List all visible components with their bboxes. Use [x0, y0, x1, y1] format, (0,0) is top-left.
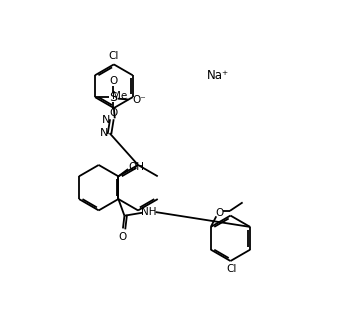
Text: O: O	[216, 208, 224, 218]
Text: S: S	[109, 91, 117, 103]
Text: Cl: Cl	[226, 264, 236, 275]
Text: Cl: Cl	[109, 51, 119, 61]
Text: O⁻: O⁻	[132, 95, 146, 105]
Text: O: O	[109, 76, 117, 86]
Text: Na⁺: Na⁺	[207, 69, 230, 82]
Text: OH: OH	[129, 162, 144, 172]
Text: N: N	[100, 128, 108, 138]
Text: O: O	[109, 108, 117, 118]
Text: N: N	[102, 115, 110, 125]
Text: O: O	[119, 232, 127, 242]
Text: NH: NH	[141, 207, 156, 217]
Text: Me: Me	[112, 91, 128, 100]
